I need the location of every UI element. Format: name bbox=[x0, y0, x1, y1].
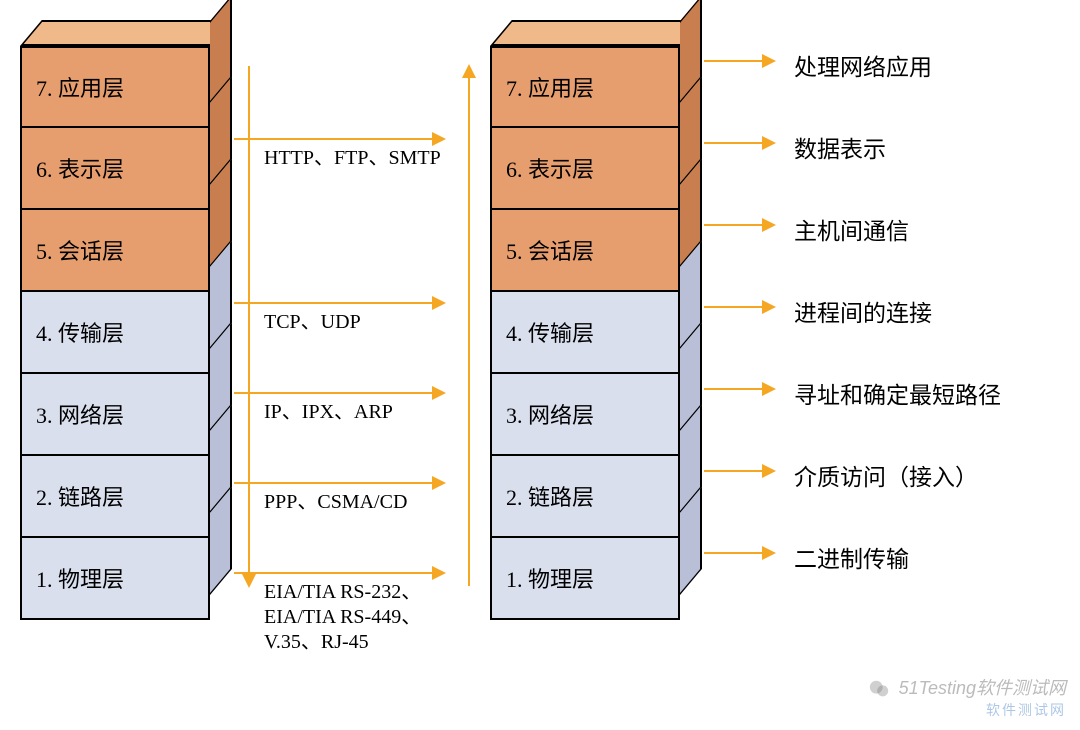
layer-row: 4. 传输层 bbox=[490, 292, 680, 374]
layer-label: 6. 表示层 bbox=[490, 128, 680, 210]
desc-text: 主机间通信 bbox=[794, 212, 909, 246]
protocol-arrow bbox=[234, 302, 444, 304]
description-column: 处理网络应用 数据表示 主机间通信 进程间的连接 寻址和确定最短路径 介质访问（… bbox=[704, 20, 1074, 620]
stack-3d-cap bbox=[20, 20, 210, 46]
desc-row: 数据表示 bbox=[704, 128, 1074, 210]
desc-text: 二进制传输 bbox=[794, 540, 909, 574]
layer-label: 4. 传输层 bbox=[490, 292, 680, 374]
protocol-row: IP、IPX、ARP bbox=[234, 348, 484, 430]
desc-text: 寻址和确定最短路径 bbox=[794, 376, 1001, 410]
desc-arrow bbox=[704, 388, 774, 390]
protocol-arrow bbox=[234, 138, 444, 140]
protocol-arrow bbox=[234, 572, 444, 574]
desc-row: 主机间通信 bbox=[704, 210, 1074, 292]
protocol-label: IP、IPX、ARP bbox=[264, 400, 464, 425]
layer-row: 5. 会话层 bbox=[20, 210, 210, 292]
desc-row: 二进制传输 bbox=[704, 538, 1074, 620]
desc-arrow bbox=[704, 306, 774, 308]
layer-row: 1. 物理层 bbox=[20, 538, 210, 620]
watermark-text-1: 51Testing软件测试网 bbox=[899, 678, 1066, 698]
layer-row: 2. 链路层 bbox=[490, 456, 680, 538]
protocol-label: HTTP、FTP、SMTP bbox=[264, 146, 464, 171]
desc-arrow bbox=[704, 224, 774, 226]
layer-label: 2. 链路层 bbox=[490, 456, 680, 538]
layer-label: 2. 链路层 bbox=[20, 456, 210, 538]
layer-row: 7. 应用层 bbox=[20, 46, 210, 128]
layer-label: 6. 表示层 bbox=[20, 128, 210, 210]
desc-row: 进程间的连接 bbox=[704, 292, 1074, 374]
layer-label: 5. 会话层 bbox=[490, 210, 680, 292]
protocol-arrow bbox=[234, 482, 444, 484]
layer-row: 7. 应用层 bbox=[490, 46, 680, 128]
desc-row: 处理网络应用 bbox=[704, 46, 1074, 128]
protocol-row: TCP、UDP bbox=[234, 266, 484, 348]
protocol-column: HTTP、FTP、SMTP TCP、UDP IP、IPX、ARP PPP、CSM… bbox=[234, 20, 484, 594]
layer-label: 4. 传输层 bbox=[20, 292, 210, 374]
desc-row: 介质访问（接入） bbox=[704, 456, 1074, 538]
desc-arrow bbox=[704, 470, 774, 472]
layer-label: 3. 网络层 bbox=[490, 374, 680, 456]
protocol-arrow bbox=[234, 392, 444, 394]
wechat-icon bbox=[868, 678, 890, 700]
layer-row: 3. 网络层 bbox=[490, 374, 680, 456]
layer-row: 6. 表示层 bbox=[490, 128, 680, 210]
layer-row: 3. 网络层 bbox=[20, 374, 210, 456]
protocol-row: EIA/TIA RS-232、EIA/TIA RS-449、V.35、RJ-45 bbox=[234, 512, 484, 594]
layer-row: 1. 物理层 bbox=[490, 538, 680, 620]
layer-row: 4. 传输层 bbox=[20, 292, 210, 374]
desc-text: 数据表示 bbox=[794, 130, 886, 164]
layer-row: 2. 链路层 bbox=[20, 456, 210, 538]
osi-stack-right: 7. 应用层 6. 表示层 5. 会话层 4. 传输层 3. 网络层 2. 链路… bbox=[490, 20, 680, 620]
layer-row: 5. 会话层 bbox=[490, 210, 680, 292]
stack-3d-cap bbox=[490, 20, 680, 46]
layer-label: 7. 应用层 bbox=[20, 46, 210, 128]
desc-text: 进程间的连接 bbox=[794, 294, 932, 328]
layer-label: 7. 应用层 bbox=[490, 46, 680, 128]
protocol-row: HTTP、FTP、SMTP bbox=[234, 102, 484, 184]
layer-label: 1. 物理层 bbox=[490, 538, 680, 620]
desc-text: 介质访问（接入） bbox=[794, 458, 978, 492]
protocol-label: EIA/TIA RS-232、EIA/TIA RS-449、V.35、RJ-45 bbox=[264, 580, 464, 655]
watermark: 51Testing软件测试网 软件测试网 bbox=[868, 678, 1066, 720]
protocol-row: PPP、CSMA/CD bbox=[234, 430, 484, 512]
protocol-label: TCP、UDP bbox=[264, 310, 464, 335]
desc-text: 处理网络应用 bbox=[794, 48, 932, 82]
layer-row: 6. 表示层 bbox=[20, 128, 210, 210]
watermark-text-2: 软件测试网 bbox=[986, 702, 1066, 718]
desc-arrow bbox=[704, 60, 774, 62]
layer-label: 1. 物理层 bbox=[20, 538, 210, 620]
desc-arrow bbox=[704, 552, 774, 554]
osi-stack-left: 7. 应用层 6. 表示层 5. 会话层 4. 传输层 3. 网络层 2. 链路… bbox=[20, 20, 210, 620]
desc-row: 寻址和确定最短路径 bbox=[704, 374, 1074, 456]
layer-label: 5. 会话层 bbox=[20, 210, 210, 292]
desc-arrow bbox=[704, 142, 774, 144]
layer-label: 3. 网络层 bbox=[20, 374, 210, 456]
